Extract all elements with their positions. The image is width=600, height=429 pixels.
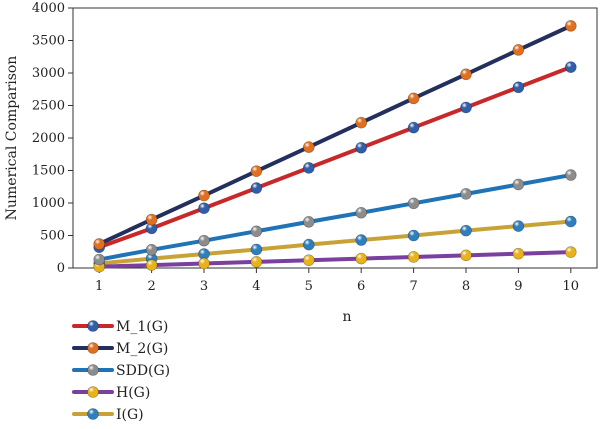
series-line [97, 219, 573, 266]
data-point [460, 68, 472, 81]
data-point [302, 162, 315, 174]
series-layer [93, 20, 577, 273]
data-point [250, 243, 263, 256]
y-tick-label: 2500 [32, 99, 65, 114]
legend-item: M_2(G) [72, 341, 168, 357]
series-line [97, 65, 573, 250]
series-H(G) [93, 246, 577, 273]
data-point [145, 213, 158, 226]
x-axis-label: n [342, 309, 351, 325]
x-tick-label: 5 [305, 279, 313, 294]
data-point [564, 61, 577, 73]
data-point [512, 247, 525, 260]
data-point [302, 141, 315, 153]
x-tick-label: 7 [409, 279, 417, 294]
data-point [145, 244, 158, 256]
data-point [460, 224, 472, 237]
series-M_1(G) [93, 61, 577, 253]
data-point [250, 182, 263, 194]
legend-swatch-marker [87, 408, 99, 420]
data-point [250, 225, 263, 238]
legend-label: H(G) [116, 385, 150, 401]
legend-swatch-marker [87, 364, 99, 376]
y-tick-label: 2000 [32, 131, 65, 146]
data-point [355, 234, 368, 246]
x-tick-label: 8 [462, 279, 470, 294]
data-point [355, 252, 368, 265]
legend-label: M_1(G) [116, 319, 168, 335]
legend-item: SDD(G) [72, 363, 170, 379]
data-point [407, 251, 420, 263]
data-point [250, 256, 263, 268]
data-point [564, 169, 577, 181]
x-tick-label: 3 [200, 279, 208, 294]
legend: M_1(G) M_2(G) SDD(G) H(G) I(G) [72, 319, 170, 423]
data-point [145, 259, 158, 271]
legend-item: I(G) [72, 407, 144, 423]
data-point [302, 254, 315, 267]
y-tick-label: 0 [57, 261, 65, 276]
legend-label: M_2(G) [116, 341, 168, 357]
y-axis-label: Numerical Comparison [4, 56, 20, 221]
x-tick-label: 1 [95, 279, 103, 294]
legend-swatch-marker [87, 342, 99, 354]
x-tick-label: 10 [563, 279, 580, 294]
data-point [93, 253, 105, 266]
data-point [198, 202, 210, 214]
legend-swatch-marker [87, 320, 99, 332]
x-tick-label: 9 [514, 279, 522, 294]
axes: 0 500 1000 1500 2000 2500 3000 3500 4000 1 2 3 4 5 6 7 8… [4, 1, 598, 325]
data-point [407, 121, 420, 134]
legend-item: M_1(G) [72, 319, 168, 335]
data-point [198, 189, 210, 202]
data-point [512, 220, 525, 232]
data-point [407, 92, 420, 105]
series-M_2(G) [93, 20, 577, 250]
data-point [512, 178, 525, 191]
series-line [97, 23, 573, 246]
data-point [407, 197, 420, 210]
series-line [97, 250, 573, 269]
y-tick-label: 4000 [32, 1, 65, 16]
data-point [564, 246, 577, 258]
y-tick-label: 1000 [32, 196, 65, 211]
data-point [407, 229, 420, 242]
data-point [302, 238, 315, 251]
data-point [512, 44, 525, 56]
data-point [302, 216, 315, 228]
legend-swatch-marker [87, 386, 99, 398]
data-point [250, 165, 263, 177]
x-tick-label: 6 [357, 279, 365, 294]
y-tick-label: 1500 [32, 164, 65, 179]
data-point [93, 238, 105, 250]
y-tick-label: 500 [40, 229, 65, 244]
x-tick-label: 4 [252, 279, 260, 294]
legend-label: SDD(G) [116, 363, 170, 379]
legend-item: H(G) [72, 385, 150, 401]
data-point [512, 81, 525, 94]
y-tick-label: 3000 [32, 66, 65, 81]
legend-label: I(G) [116, 407, 144, 423]
series-SDD(G) [93, 169, 577, 266]
data-point [564, 215, 577, 228]
y-tick-label: 3500 [32, 34, 65, 49]
data-point [460, 249, 472, 262]
data-point [355, 141, 368, 154]
x-tick-label: 2 [147, 279, 155, 294]
series-line [97, 173, 573, 262]
data-point [564, 20, 577, 32]
data-point [460, 101, 472, 114]
data-point [355, 116, 368, 129]
data-point [198, 257, 210, 270]
data-point [460, 188, 472, 200]
data-point [198, 234, 210, 247]
data-point [355, 206, 368, 219]
